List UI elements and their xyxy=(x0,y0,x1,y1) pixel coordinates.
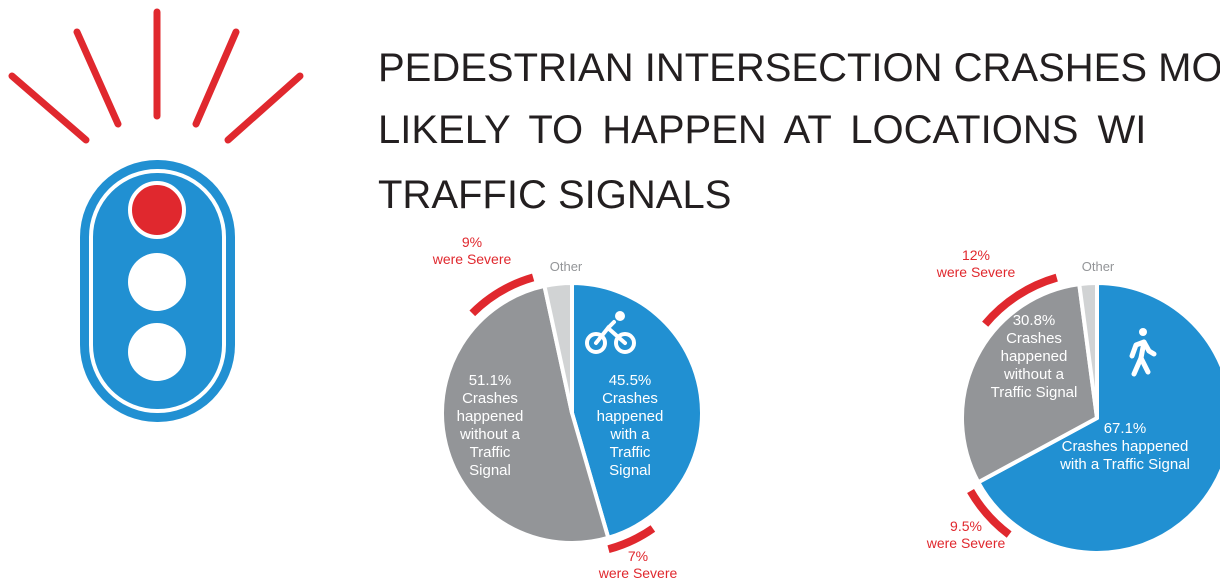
infographic: PEDESTRIAN INTERSECTION CRASHES MO LIKEL… xyxy=(0,0,1220,585)
slice-label: Other xyxy=(536,258,596,276)
severe-label: 9%were Severe xyxy=(433,234,512,268)
slice-label: 30.8%Crashes happened without a Traffic … xyxy=(984,312,1084,402)
severe-caption: were Severe xyxy=(937,264,1016,281)
severe-value: 12% xyxy=(937,247,1016,264)
slice-label: 45.5%Crashes happened with a Traffic Sig… xyxy=(595,372,665,480)
severe-label: 7%were Severe xyxy=(599,548,678,582)
slice-category-label: Other xyxy=(536,258,596,276)
slice-category-label: Crashes happened without a Traffic Signa… xyxy=(451,390,529,480)
slice-category-label: Crashes happened with a Traffic Signal xyxy=(1060,438,1190,474)
slice-label: Other xyxy=(1068,258,1128,276)
slice-label: 51.1%Crashes happened without a Traffic … xyxy=(451,372,529,480)
title-line: PEDESTRIAN INTERSECTION CRASHES MO xyxy=(378,48,1220,88)
title-line: LIKELY TO HAPPEN AT LOCATIONS WI xyxy=(378,110,1146,150)
severe-label: 12%were Severe xyxy=(937,247,1016,281)
slice-value-label: 67.1% xyxy=(1060,420,1190,438)
slice-value-label: 45.5% xyxy=(595,372,665,390)
traffic-light-icon xyxy=(12,12,300,422)
severe-caption: were Severe xyxy=(927,535,1006,552)
slice-value-label: 51.1% xyxy=(451,372,529,390)
slice-value-label: 30.8% xyxy=(984,312,1084,330)
severe-value: 7% xyxy=(599,548,678,565)
slice-category-label: Crashes happened without a Traffic Signa… xyxy=(984,330,1084,402)
severe-value: 9.5% xyxy=(927,518,1006,535)
title-line: TRAFFIC SIGNALS xyxy=(378,175,731,215)
severe-value: 9% xyxy=(433,234,512,251)
slice-category-label: Other xyxy=(1068,258,1128,276)
severe-caption: were Severe xyxy=(433,251,512,268)
slice-label: 67.1%Crashes happened with a Traffic Sig… xyxy=(1060,420,1190,474)
severe-label: 9.5%were Severe xyxy=(927,518,1006,552)
severe-caption: were Severe xyxy=(599,565,678,582)
slice-category-label: Crashes happened with a Traffic Signal xyxy=(595,390,665,480)
